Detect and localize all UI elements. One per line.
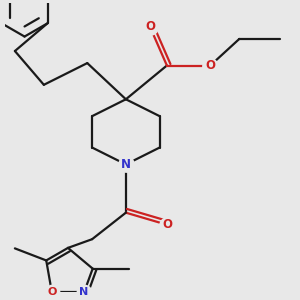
Text: O: O bbox=[145, 20, 155, 33]
Text: O: O bbox=[162, 218, 172, 231]
Text: N: N bbox=[80, 287, 89, 297]
Text: N: N bbox=[121, 158, 131, 171]
Text: O: O bbox=[47, 287, 56, 297]
Text: O: O bbox=[205, 59, 215, 72]
